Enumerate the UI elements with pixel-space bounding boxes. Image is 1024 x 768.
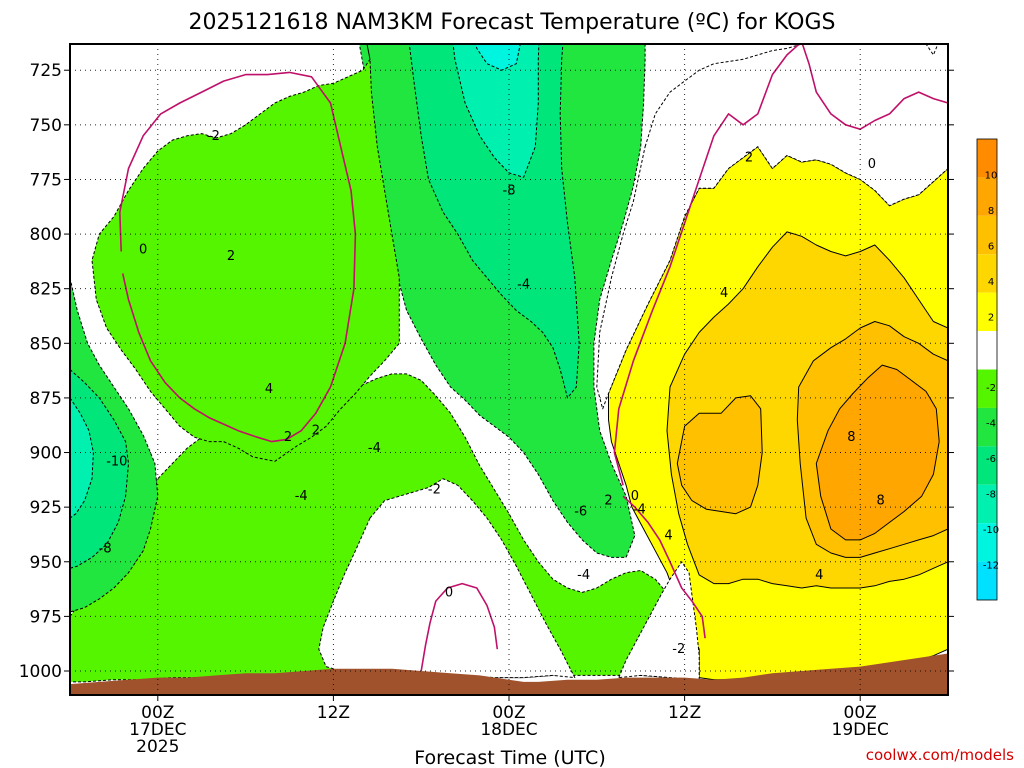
terrain-ground [70, 653, 948, 695]
y-tick-label: 775 [30, 170, 62, 190]
zero-line-left [119, 71, 357, 443]
colorbar-band [977, 292, 997, 332]
region-cold-coldest-top [452, 44, 540, 178]
contour-label: 4 [265, 382, 273, 397]
contour-label: 4 [720, 286, 728, 301]
contour-label: -6 [574, 505, 587, 520]
region-cold-left-core [70, 369, 129, 569]
contour-label: 2 [745, 151, 753, 166]
colorbar-band [977, 407, 997, 447]
contour-label: 8 [877, 494, 885, 509]
colorbar-label: 8 [988, 206, 994, 217]
y-tick-label: 750 [30, 116, 62, 136]
y-tick-label: 725 [30, 61, 62, 81]
contour-label: 8 [847, 430, 855, 445]
x-tick-label: 12Z [668, 703, 701, 723]
region-warm-hot-right [815, 364, 940, 541]
colorbar-band [977, 177, 997, 216]
contour-label: -4 [295, 489, 308, 504]
x-tick-label: 2025 [136, 737, 179, 757]
colorbar-label: 4 [988, 277, 994, 288]
contour-label: 2 [312, 424, 320, 439]
contour-label: -2 [207, 129, 220, 144]
colorbar-label: -4 [986, 419, 996, 430]
y-tick-label: 850 [30, 334, 62, 354]
y-tick-label: 825 [30, 280, 62, 300]
colorbar-label: 6 [988, 241, 994, 252]
x-tick-label: 12Z [317, 703, 350, 723]
y-tick-label: 875 [30, 389, 62, 409]
colorbar-band [977, 331, 997, 370]
contour-label: 4 [664, 529, 672, 544]
x-tick-label: 00Z [141, 703, 174, 723]
contour-label: 2 [227, 249, 235, 264]
gridlines [70, 44, 948, 695]
contour-label: -4 [633, 502, 646, 517]
x-tick-label: 00Z [844, 703, 877, 723]
contour-label: 2 [604, 494, 612, 509]
contour-label: 0 [139, 242, 147, 257]
contour-label: 2 [284, 430, 292, 445]
colorbar-band [977, 484, 997, 524]
y-tick-label: 925 [30, 498, 62, 518]
y-tick-label: 900 [30, 444, 62, 464]
x-tick-label: 00Z [492, 703, 525, 723]
colorbar-band [977, 215, 997, 255]
colorbar-label: -8 [986, 490, 996, 501]
colorbar-label: -10 [983, 525, 999, 536]
contour-label: -4 [577, 568, 590, 583]
x-tick-label: 17DEC [129, 720, 186, 740]
contour-label: -8 [99, 542, 112, 557]
colorbar-label: 10 [985, 170, 998, 181]
colorbar-frame [976, 138, 998, 601]
contour-label: -4 [517, 277, 530, 292]
region-cold-top-left [70, 44, 400, 462]
contour-label: 4 [815, 568, 823, 583]
contour-label: -2 [672, 642, 685, 657]
contour-label: -10 [106, 454, 127, 469]
contour-label: 0 [631, 489, 639, 504]
contour-label: -4 [368, 441, 381, 456]
x-axis-label: Forecast Time (UTC) [414, 747, 605, 768]
contour-label: -8 [503, 183, 516, 198]
y-tick-label: 950 [30, 553, 62, 573]
region-warm-top-right-white [596, 44, 948, 410]
colorbar-band [977, 139, 997, 178]
region-warm-middle-white [318, 478, 576, 679]
colorbar-band [977, 254, 997, 293]
y-tick-label: 800 [30, 225, 62, 245]
contour-label: 0 [445, 585, 453, 600]
contour-label: -2 [428, 483, 441, 498]
axes: 725750775800825850875900925950975100000Z… [19, 43, 954, 757]
y-tick-label: 1000 [19, 662, 62, 682]
y-tick-label: 975 [30, 607, 62, 627]
x-tick-label: 19DEC [832, 720, 889, 740]
colorbar-label: -12 [983, 561, 999, 572]
colorbar-band [977, 369, 997, 408]
chart-title: 2025121618 NAM3KM Forecast Temperature (… [189, 10, 836, 35]
colorbar-band [977, 561, 997, 600]
contour-label: 0 [868, 157, 876, 172]
region-warm-inner-right [676, 395, 763, 515]
region-cold-left-coldest [70, 397, 94, 519]
zero-line-upper-right [613, 44, 948, 486]
colorbar: -12 -10 -8 -6 -4 -2 2 4 6 8 10 [976, 138, 999, 601]
region-cold-cyan-top [475, 44, 521, 71]
credit-text: coolwx.com/models [866, 746, 1014, 764]
colorbar-band [977, 523, 997, 562]
colorbar-band [977, 446, 997, 485]
colorbar-label: -2 [986, 383, 996, 394]
colorbar-label: -6 [986, 454, 996, 465]
x-tick-label: 18DEC [480, 720, 537, 740]
colorbar-label: 2 [988, 312, 994, 323]
